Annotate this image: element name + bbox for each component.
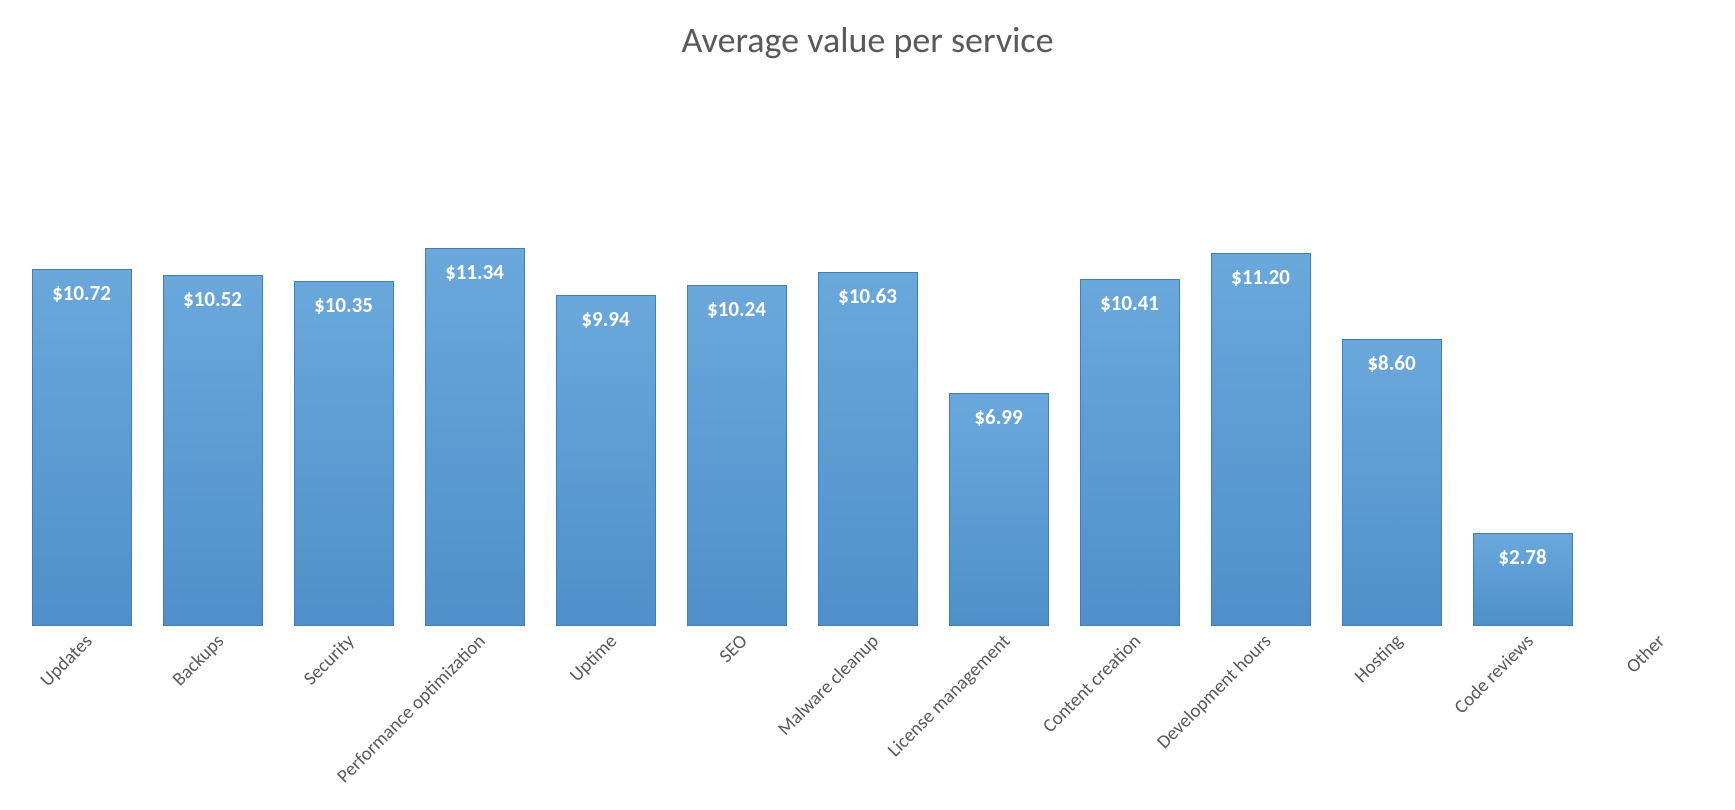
bar: $10.24 <box>687 285 787 626</box>
bar-slot: $10.41 <box>1064 72 1195 626</box>
x-axis-label: Uptime <box>565 630 622 687</box>
x-label-slot: Other <box>1588 630 1719 810</box>
x-label-slot: Performance optimization <box>409 630 540 810</box>
bar-slot: $10.63 <box>802 72 933 626</box>
bar-value-label: $6.99 <box>974 404 1022 430</box>
bar-value-label: $10.24 <box>707 296 766 322</box>
x-axis-label: Updates <box>36 630 98 692</box>
x-label-slot: Uptime <box>540 630 671 810</box>
x-axis-label: Code reviews <box>1450 630 1539 719</box>
bar-value-label: $10.72 <box>52 280 111 306</box>
bar: $6.99 <box>949 393 1049 626</box>
x-axis-label: Other <box>1622 630 1670 678</box>
bar-slot: $6.99 <box>933 72 1064 626</box>
x-label-slot: Backups <box>147 630 278 810</box>
bar-slot: $10.24 <box>671 72 802 626</box>
bar-slot: $9.94 <box>540 72 671 626</box>
bar-value-label: $11.20 <box>1231 264 1290 290</box>
bar-slot: $10.35 <box>278 72 409 626</box>
bar-value-label: $10.63 <box>838 283 897 309</box>
x-axis-label: SEO <box>715 630 753 668</box>
bar: $10.35 <box>294 281 394 626</box>
x-axis-label: Security <box>300 630 360 690</box>
bar: $10.63 <box>818 272 918 626</box>
x-axis-label: Hosting <box>1350 630 1408 688</box>
bar-slot <box>1588 72 1719 626</box>
bar-slot: $2.78 <box>1457 72 1588 626</box>
x-label-slot: Development hours <box>1195 630 1326 810</box>
bar: $11.20 <box>1211 253 1311 626</box>
bar-slot: $11.34 <box>409 72 540 626</box>
x-axis-labels: Updates Backups Security Performance optimi… <box>16 630 1719 810</box>
bar: $10.72 <box>32 269 132 626</box>
bar: $9.94 <box>556 295 656 626</box>
bar-value-label: $8.60 <box>1367 350 1415 376</box>
bar: $10.52 <box>163 275 263 626</box>
chart-title: Average value per service <box>0 18 1735 62</box>
bar-slot: $10.52 <box>147 72 278 626</box>
x-label-slot: Code reviews <box>1457 630 1588 810</box>
chart-plot-area: $10.72 $10.52 $10.35 $11.34 $9.94 $10.24 $10.6… <box>16 72 1719 626</box>
bar-value-label: $9.94 <box>581 306 629 332</box>
bar-slot: $11.20 <box>1195 72 1326 626</box>
bar-value-label: $10.41 <box>1100 290 1159 316</box>
bar: $8.60 <box>1342 339 1442 626</box>
bars-row: $10.72 $10.52 $10.35 $11.34 $9.94 $10.24 $10.6… <box>16 72 1719 626</box>
bar: $10.41 <box>1080 279 1180 626</box>
bar-value-label: $10.52 <box>183 286 242 312</box>
bar-value-label: $10.35 <box>314 292 373 318</box>
x-label-slot: Updates <box>16 630 147 810</box>
bar-value-label: $2.78 <box>1498 544 1546 570</box>
bar: $11.34 <box>425 248 525 626</box>
x-axis-label: Backups <box>168 630 229 691</box>
bar-value-label: $11.34 <box>445 259 504 285</box>
x-label-slot: Hosting <box>1326 630 1457 810</box>
bar-slot: $8.60 <box>1326 72 1457 626</box>
bar-slot: $10.72 <box>16 72 147 626</box>
bar: $2.78 <box>1473 533 1573 626</box>
